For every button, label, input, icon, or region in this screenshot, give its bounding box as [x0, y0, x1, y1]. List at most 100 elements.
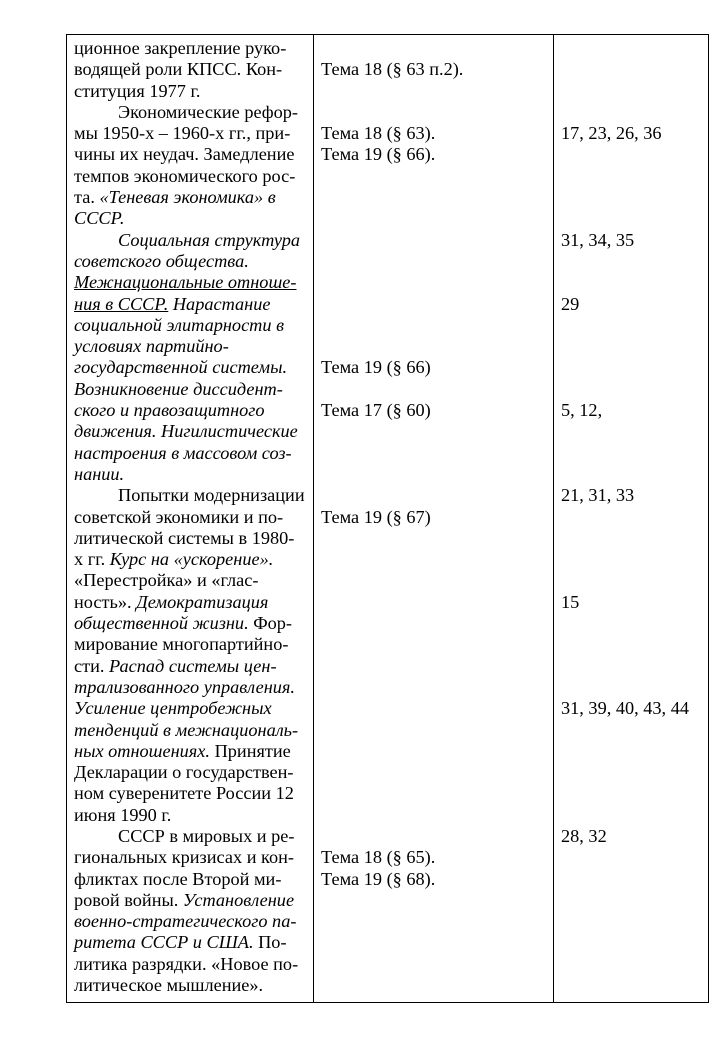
- question-numbers: [561, 208, 708, 229]
- question-numbers: [561, 634, 708, 655]
- textbook-ref: [321, 315, 553, 336]
- topic-text: ном суверенитете России 12: [74, 783, 294, 804]
- question-numbers: [561, 421, 708, 442]
- topic-line: июня 1990 г.: [74, 805, 313, 826]
- topic-line: ния в СССР. Нарастание: [74, 294, 313, 315]
- textbook-ref: [321, 464, 553, 485]
- topic-text: Социальная структура: [118, 229, 300, 250]
- topic-text: темпов экономического рос-: [74, 165, 296, 186]
- textbook-ref: [321, 443, 553, 464]
- textbook-ref: [321, 549, 553, 570]
- topic-text: По-: [253, 932, 287, 953]
- topic-text: социальной элитарности в: [74, 314, 285, 335]
- textbook-ref: Тема 19 (§ 66): [321, 357, 431, 378]
- textbook-ref: [321, 592, 553, 613]
- question-numbers: 15: [561, 591, 580, 612]
- topic-line: ституция 1977 г.: [74, 81, 313, 102]
- topic-text: СССР.: [74, 208, 125, 229]
- question-numbers: 29: [561, 293, 580, 314]
- topic-text: ритета СССР и США.: [74, 932, 254, 953]
- topic-line: литическое мышление».: [74, 975, 313, 996]
- question-numbers: 31, 34, 35: [561, 229, 635, 250]
- topic-line: литической системы в 1980-: [74, 528, 313, 549]
- textbook-ref: [321, 932, 553, 953]
- textbook-ref: [321, 656, 553, 677]
- topic-text: Усиление центробежных: [74, 698, 272, 719]
- topic-line: «Перестройка» и «глас-: [74, 570, 313, 591]
- textbook-ref: [321, 528, 553, 549]
- question-numbers: [561, 847, 708, 868]
- topic-text: тенденций в межнациональ-: [74, 719, 299, 740]
- textbook-ref: [321, 613, 553, 634]
- topic-text: литической системы в 1980-: [74, 527, 295, 548]
- topic-text: литика разрядки. «Новое по-: [74, 953, 299, 974]
- question-numbers: [561, 357, 708, 378]
- textbook-ref: [321, 485, 553, 506]
- textbook-ref: [321, 570, 553, 591]
- textbook-ref: Тема 18 (§ 63 п.2).: [321, 59, 464, 80]
- topic-line: гиональных кризисах и кон-: [74, 847, 313, 868]
- textbook-ref: [321, 783, 553, 804]
- topic-line: государственной системы.: [74, 357, 313, 378]
- topic-line: социальной элитарности в: [74, 315, 313, 336]
- textbook-ref: Тема 19 (§ 67): [321, 506, 431, 527]
- topic-line: военно-стратегического па-: [74, 911, 313, 932]
- topic-line: ритета СССР и США. По-: [74, 932, 313, 953]
- topic-text: ционное закрепление руко-: [74, 38, 287, 58]
- topic-text: ния в СССР.: [74, 293, 169, 314]
- textbook-ref: Тема 17 (§ 60): [321, 400, 431, 421]
- topic-line: настроения в массовом соз-: [74, 443, 313, 464]
- textbook-ref: [321, 166, 553, 187]
- topic-line: Возникновение диссидент-: [74, 379, 313, 400]
- topic-line: темпов экономического рос-: [74, 166, 313, 187]
- textbook-ref: [321, 762, 553, 783]
- topic-line: ность». Демократизация: [74, 592, 313, 613]
- topic-text: Распад системы цен-: [109, 655, 277, 676]
- topic-line: Экономические рефор-: [74, 102, 313, 123]
- textbook-ref: [321, 954, 553, 975]
- topic-text: чины их неудач. Замедление: [74, 144, 295, 165]
- topic-line: Попытки модернизации: [74, 485, 313, 506]
- topic-text: гиональных кризисах и кон-: [74, 847, 295, 868]
- topic-text: «Перестройка» и «глас-: [74, 570, 259, 591]
- question-numbers: [561, 932, 708, 953]
- question-numbers: [561, 570, 708, 591]
- question-numbers: [561, 379, 708, 400]
- textbook-ref: [321, 251, 553, 272]
- topic-line: ционное закрепление руко-: [74, 38, 313, 59]
- textbook-ref: Тема 18 (§ 63).: [321, 123, 436, 144]
- topic-line: ном суверенитете России 12: [74, 783, 313, 804]
- question-numbers: [561, 677, 708, 698]
- topic-text: июня 1990 г.: [74, 804, 172, 825]
- topic-line: советской экономики и по-: [74, 507, 313, 528]
- question-numbers: [561, 272, 708, 293]
- textbook-ref: [321, 741, 553, 762]
- topic-line: Декларации о государствен-: [74, 762, 313, 783]
- topic-line: фликтах после Второй ми-: [74, 869, 313, 890]
- topic-line: ровой войны. Установление: [74, 890, 313, 911]
- topic-text: «Теневая экономика» в: [99, 187, 276, 208]
- textbook-ref: [321, 421, 553, 442]
- question-numbers: [561, 869, 708, 890]
- topic-text: литическое мышление».: [74, 975, 264, 996]
- textbook-ref: [321, 230, 553, 251]
- question-numbers: [561, 954, 708, 975]
- question-numbers: [561, 762, 708, 783]
- topic-line: ского и правозащитного: [74, 400, 313, 421]
- topic-text: Курс на «ускорение».: [109, 549, 274, 570]
- topic-text: мирование многопартийно-: [74, 634, 289, 655]
- topic-text: государственной системы.: [74, 357, 288, 378]
- topic-line: советского общества.: [74, 251, 313, 272]
- topic-line: х гг. Курс на «ускорение».: [74, 549, 313, 570]
- topic-line: мы 1950-х – 1960-х гг., при-: [74, 123, 313, 144]
- question-numbers: 17, 23, 26, 36: [561, 123, 662, 144]
- topic-text: Принятие: [210, 740, 291, 761]
- topic-text: ституция 1977 г.: [74, 80, 201, 101]
- question-numbers: [561, 187, 708, 208]
- textbook-ref: Тема 19 (§ 66).: [321, 144, 436, 165]
- topic-text: водящей роли КПСС. Кон-: [74, 59, 283, 80]
- textbook-ref: [321, 720, 553, 741]
- topic-line: трализованного управления.: [74, 677, 313, 698]
- topic-line: движения. Нигилистические: [74, 421, 313, 442]
- question-numbers: [561, 890, 708, 911]
